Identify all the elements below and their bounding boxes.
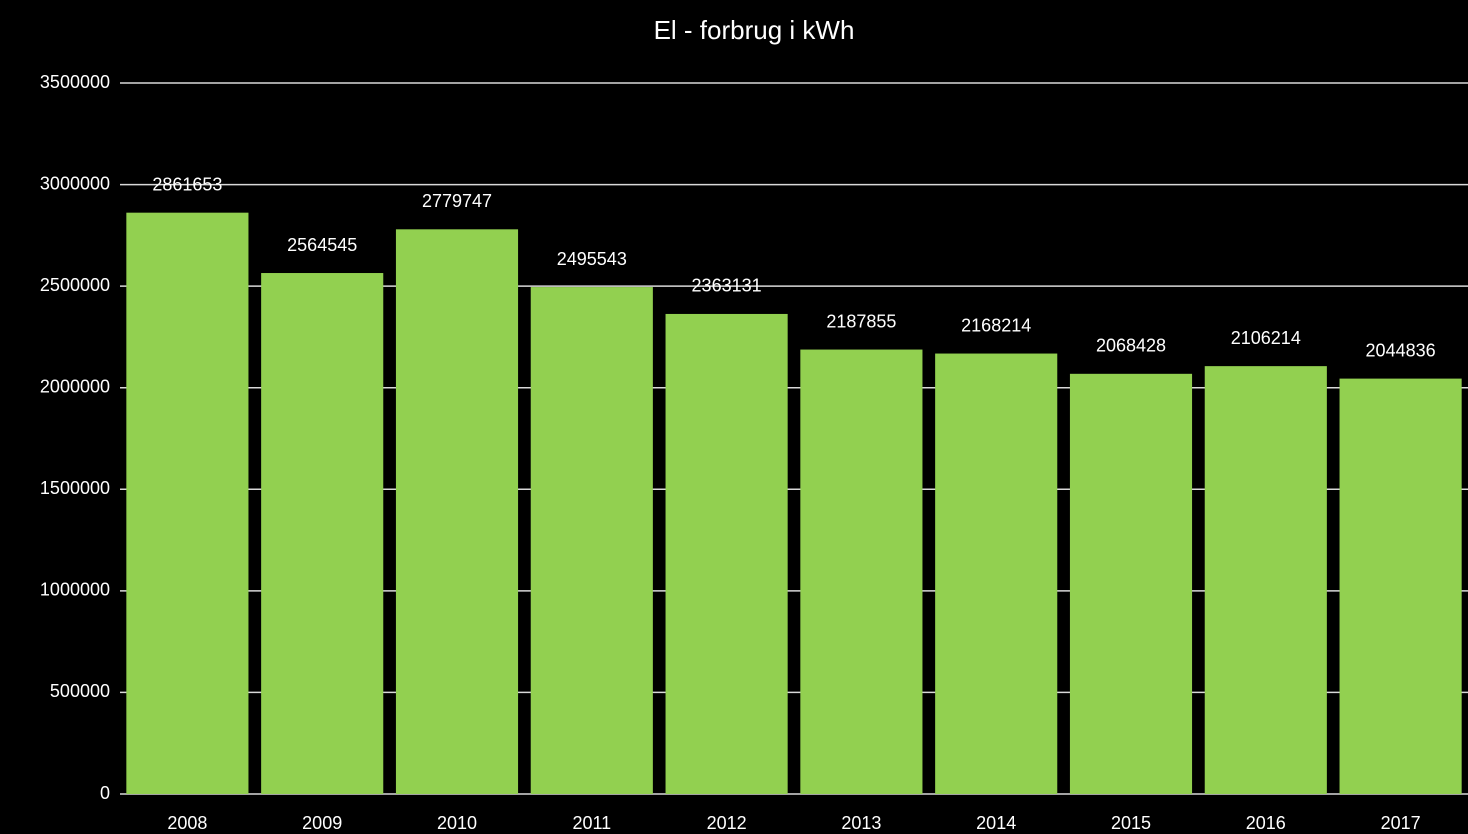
x-tick-label: 2015 (1111, 813, 1151, 833)
data-label: 2168214 (961, 315, 1031, 335)
bar (800, 349, 923, 794)
bar (395, 229, 519, 794)
y-tick-label: 1000000 (40, 580, 110, 600)
x-tick-label: 2013 (841, 813, 881, 833)
data-label: 2187855 (826, 311, 896, 331)
y-tick-label: 0 (100, 783, 110, 803)
x-tick-label: 2012 (707, 813, 747, 833)
bar (1204, 366, 1327, 794)
x-tick-label: 2014 (976, 813, 1016, 833)
bar (126, 212, 249, 794)
x-tick-label: 2009 (302, 813, 342, 833)
bar (261, 273, 384, 794)
x-tick-label: 2017 (1381, 813, 1421, 833)
data-label: 2861653 (152, 174, 222, 194)
data-label: 2564545 (287, 235, 357, 255)
bar (530, 287, 653, 794)
y-tick-label: 2000000 (40, 376, 110, 396)
bar (665, 313, 788, 794)
y-tick-label: 1500000 (40, 478, 110, 498)
bar (935, 353, 1058, 794)
data-label: 2106214 (1231, 328, 1301, 348)
x-tick-label: 2016 (1246, 813, 1286, 833)
x-tick-label: 2008 (167, 813, 207, 833)
data-label: 2779747 (422, 191, 492, 211)
bar (1339, 378, 1462, 794)
data-label: 2495543 (557, 249, 627, 269)
chart-title: El - forbrug i kWh (654, 15, 855, 45)
data-label: 2044836 (1366, 340, 1436, 360)
x-tick-label: 2010 (437, 813, 477, 833)
y-tick-label: 500000 (50, 681, 110, 701)
y-tick-label: 3000000 (40, 173, 110, 193)
data-label: 2068428 (1096, 336, 1166, 356)
y-tick-label: 3500000 (40, 72, 110, 92)
y-tick-label: 2500000 (40, 275, 110, 295)
x-tick-label: 2011 (572, 813, 611, 833)
bar (1069, 373, 1193, 794)
data-label: 2363131 (692, 276, 762, 296)
